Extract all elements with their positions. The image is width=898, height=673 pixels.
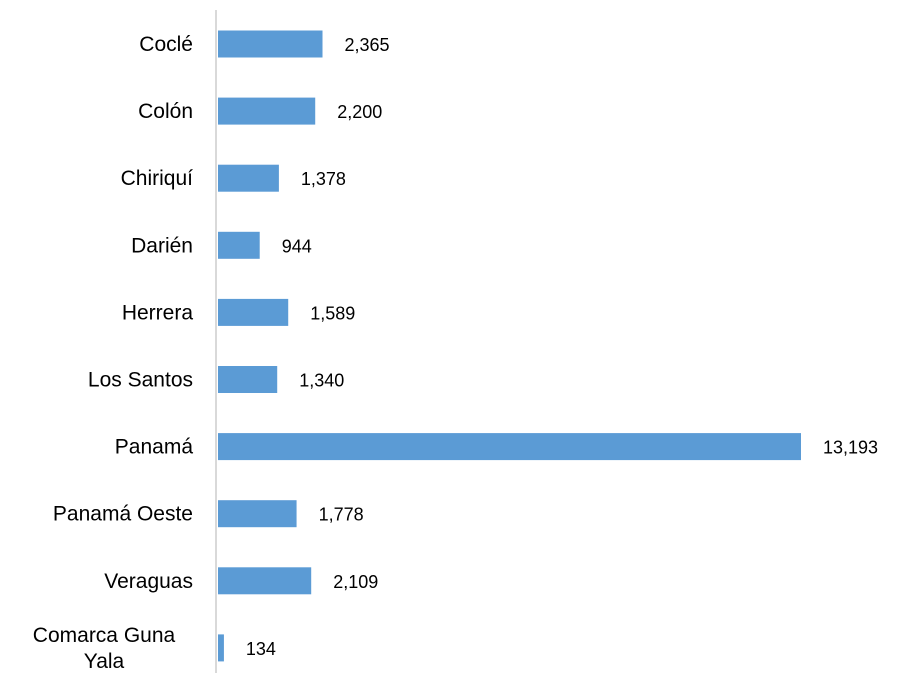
data-label-6: 13,193 (823, 438, 878, 458)
category-label-line: Herrera (122, 301, 194, 324)
category-label-7: Panamá Oeste (53, 503, 193, 526)
bar-5 (218, 366, 278, 393)
data-label-8: 2,109 (333, 572, 378, 592)
data-labels: 2,365 2,200 1,378 944 1,589 1,340 13,193 1,778 2… (246, 35, 878, 659)
data-label-5: 1,340 (299, 371, 344, 391)
data-label-9: 134 (246, 639, 276, 659)
bar-2 (218, 164, 279, 192)
data-label-4: 1,589 (310, 303, 355, 323)
data-label-3: 944 (282, 236, 312, 256)
category-label-0: Coclé (139, 33, 193, 56)
category-label-line: Yala (84, 650, 125, 673)
bar-8 (218, 567, 312, 595)
bar-series (218, 30, 801, 662)
category-label-line: Darién (131, 234, 193, 257)
data-label-1: 2,200 (337, 102, 382, 122)
bar-0 (218, 30, 323, 58)
category-label-6: Panamá (115, 436, 194, 459)
category-label-line: Los Santos (88, 369, 193, 392)
category-label-line: Veraguas (104, 570, 193, 593)
bar-9 (218, 634, 224, 662)
bar-4 (218, 298, 289, 326)
category-label-9: Comarca Guna Yala (33, 624, 176, 673)
bar-7 (218, 500, 297, 528)
category-label-5: Los Santos (88, 369, 193, 392)
bar-6 (218, 433, 801, 461)
category-label-line: Panamá (115, 436, 194, 459)
category-label-line: Colón (138, 100, 193, 123)
category-label-line: Chiriquí (121, 167, 194, 190)
category-label-4: Herrera (122, 301, 194, 324)
category-label-line: Comarca Guna (33, 624, 176, 647)
category-label-3: Darién (131, 234, 193, 257)
category-label-line: Coclé (139, 33, 193, 56)
category-label-8: Veraguas (104, 570, 193, 593)
category-label-line: Panamá Oeste (53, 503, 193, 526)
category-label-2: Chiriquí (121, 167, 194, 190)
data-label-0: 2,365 (345, 35, 390, 55)
bar-1 (218, 97, 316, 125)
data-label-7: 1,778 (319, 505, 364, 525)
data-label-2: 1,378 (301, 169, 346, 189)
category-labels: Coclé Colón Chiriquí Darién Herrera Los Santo… (33, 33, 194, 673)
category-label-1: Colón (138, 100, 193, 123)
bar-3 (218, 231, 260, 259)
